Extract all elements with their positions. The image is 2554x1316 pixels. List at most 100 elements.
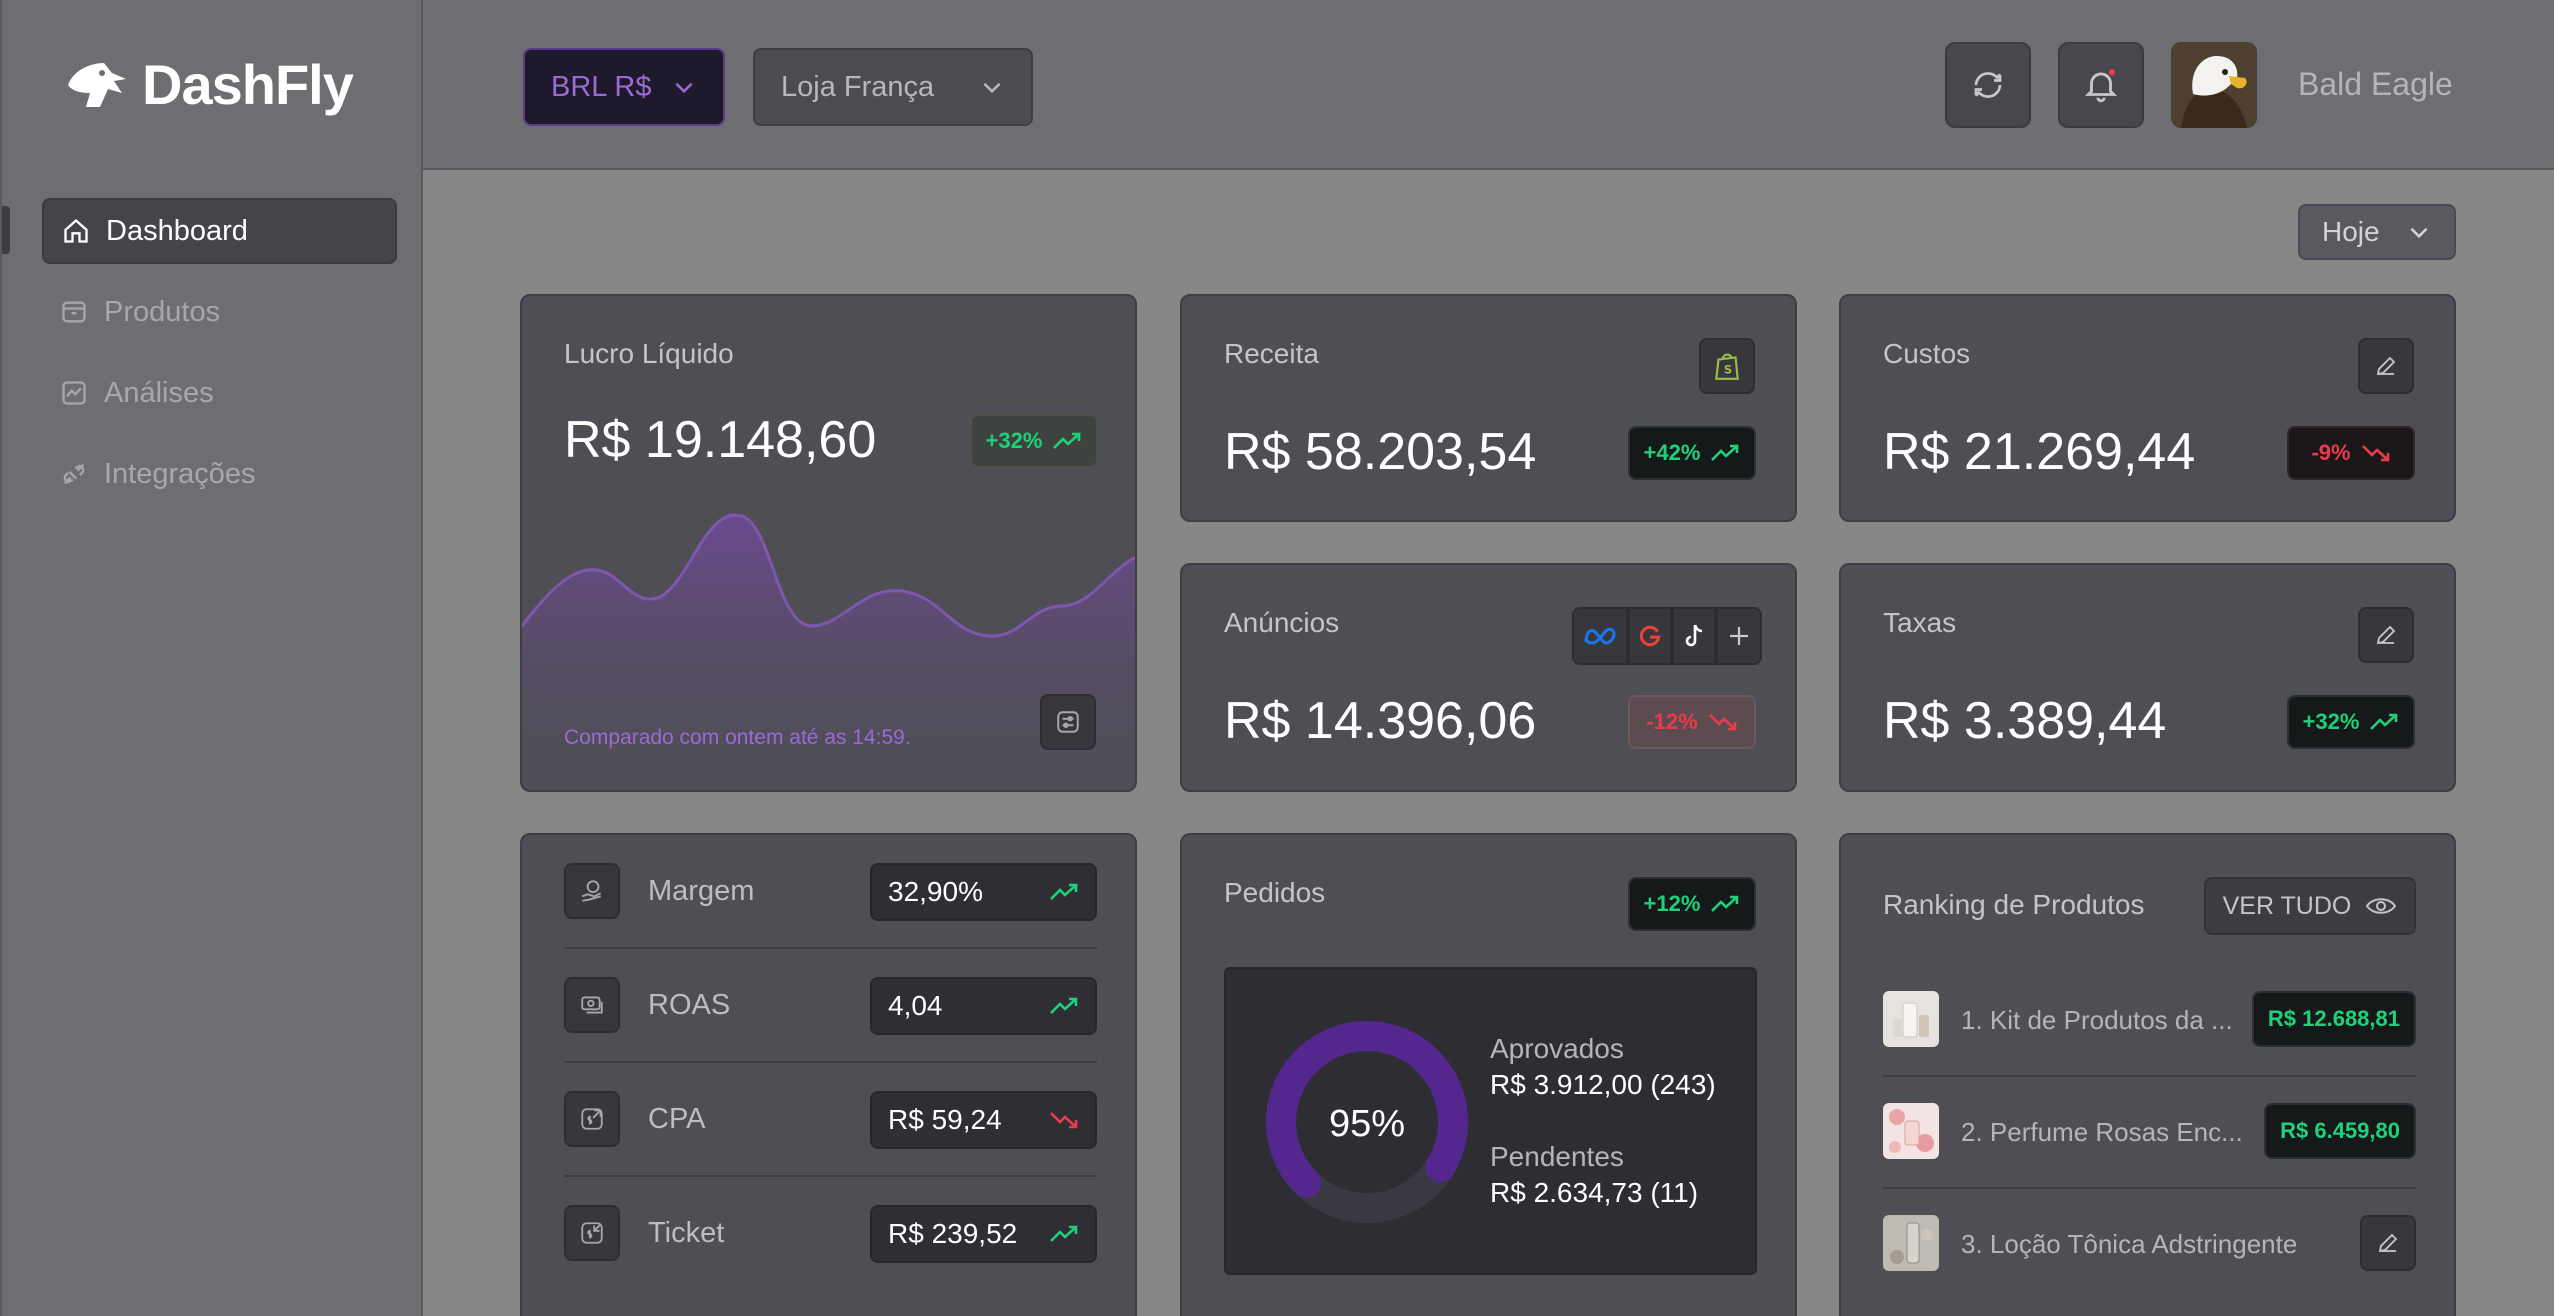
currency-select[interactable]: BRL R$ (523, 48, 725, 126)
period-select-value: Hoje (2322, 216, 2380, 247)
period-select[interactable]: Hoje (2298, 204, 2456, 260)
pending-label: Pendentes (1490, 1141, 1624, 1172)
product-revenue: R$ 6.459,80 (2264, 1103, 2416, 1159)
orders-card: Pedidos +12% 95% Aprovados R$ 3.912,00 (… (1180, 833, 1797, 1316)
sidebar: DashFly Dashboard Produtos Análises Inte… (0, 0, 423, 1316)
trend-up-icon (1050, 1225, 1078, 1242)
svg-text:S: S (1724, 363, 1732, 377)
sidebar-item-integracoes[interactable]: Integrações (42, 441, 397, 507)
card-title: Custos (1883, 338, 1971, 369)
meta-button[interactable] (1572, 607, 1628, 665)
change-badge: +12% (1628, 877, 1756, 931)
trend-down-icon (1050, 1112, 1078, 1129)
edit-costs-button[interactable] (2358, 338, 2414, 394)
pencil-icon (2378, 1233, 2398, 1253)
refresh-icon (1974, 72, 2002, 98)
view-all-button[interactable]: VER TUDO (2204, 877, 2416, 935)
sidebar-item-label: Dashboard (106, 214, 248, 247)
metric-row-cpa: CPA R$ 59,24 (564, 1063, 1097, 1177)
chart-icon (62, 381, 86, 405)
metric-label: Ticket (648, 1217, 725, 1249)
metric-value-box: R$ 59,24 (870, 1091, 1097, 1149)
revenue-value: R$ 58.203,54 (1224, 423, 1537, 481)
shopify-icon: S (1715, 353, 1739, 380)
ranking-row[interactable]: 2. Perfume Rosas Enc... R$ 6.459,80 (1883, 1077, 2416, 1189)
sidebar-item-produtos[interactable]: Produtos (42, 279, 397, 345)
sliders-icon (1057, 711, 1079, 733)
change-badge: +32% (2287, 695, 2415, 749)
product-thumbnail (1883, 1103, 1939, 1159)
ads-value: R$ 14.396,06 (1224, 692, 1537, 750)
metric-row-margem: Margem 32,90% (564, 835, 1097, 949)
approved-label: Aprovados (1490, 1033, 1624, 1064)
fees-value: R$ 3.389,44 (1883, 692, 2167, 750)
card-title: Lucro Líquido (564, 338, 734, 369)
approved-value: R$ 3.912,00 (243) (1490, 1069, 1716, 1100)
net-profit-card: Lucro Líquido R$ 19.148,60 +32% Comparad… (520, 294, 1137, 792)
metric-value: 32,90% (888, 876, 983, 907)
chevron-down-icon (675, 82, 693, 94)
trend-up-icon (1711, 444, 1739, 461)
sidebar-item-label: Análises (104, 376, 214, 409)
ranking-row[interactable]: 1. Kit de Produtos da ... R$ 12.688,81 (1883, 965, 2416, 1077)
ad-platforms (1572, 607, 1762, 665)
tiktok-button[interactable] (1672, 607, 1716, 665)
metric-value: R$ 239,52 (888, 1218, 1018, 1249)
refresh-button[interactable] (1945, 42, 2031, 128)
google-button[interactable] (1628, 607, 1672, 665)
change-badge: +32% (970, 414, 1098, 468)
trend-down-icon (1708, 714, 1736, 731)
metrics-card: Margem 32,90% ROAS 4,04 CPA R$ 59,24 Tic… (520, 833, 1137, 1316)
meta-icon (1584, 627, 1616, 645)
ranking-row[interactable]: 3. Loção Tônica Adstringente (1883, 1189, 2416, 1301)
card-title: Anúncios (1224, 607, 1340, 638)
trend-up-icon (1711, 895, 1739, 912)
change-value: -9% (2311, 440, 2351, 465)
product-ranking-card: Ranking de Produtos VER TUDO 1. Kit de P… (1839, 833, 2456, 1316)
sidebar-item-dashboard[interactable]: Dashboard (42, 198, 397, 264)
pencil-icon (2376, 625, 2396, 645)
chevron-down-icon (983, 82, 1001, 94)
view-all-label: VER TUDO (2222, 891, 2352, 920)
edit-fees-button[interactable] (2358, 607, 2414, 663)
user-name: Bald Eagle (2298, 66, 2453, 102)
product-name: 2. Perfume Rosas Enc... (1961, 1117, 2243, 1147)
add-platform-button[interactable] (1716, 607, 1762, 665)
chart-settings-button[interactable] (1040, 694, 1096, 750)
tiktok-icon (1685, 624, 1703, 647)
plus-icon (1730, 627, 1748, 645)
orders-donut-chart (1266, 1021, 1468, 1223)
trend-up-icon (2370, 713, 2398, 730)
change-value: +32% (2302, 709, 2360, 734)
trend-up-icon (1053, 432, 1081, 449)
costs-value: R$ 21.269,44 (1883, 423, 2196, 481)
eye-icon (2366, 898, 2397, 914)
metric-label: ROAS (648, 989, 731, 1021)
dollar-out-icon (564, 1091, 620, 1147)
edit-product-button[interactable] (2360, 1215, 2416, 1271)
metric-label: Margem (648, 875, 755, 907)
metric-value-box: 32,90% (870, 863, 1097, 921)
avatar[interactable] (2171, 42, 2257, 128)
net-profit-value: R$ 19.148,60 (564, 411, 877, 469)
eagle-logo-icon (68, 62, 126, 107)
shopify-button[interactable]: S (1699, 338, 1755, 394)
bell-icon (2084, 69, 2118, 103)
money-hand-icon (564, 863, 620, 919)
google-icon (1639, 625, 1661, 647)
store-select[interactable]: Loja França (753, 48, 1033, 126)
product-thumbnail (1883, 1215, 1939, 1271)
home-icon (64, 218, 88, 243)
product-thumbnail (1883, 991, 1939, 1047)
fees-card: Taxas R$ 3.389,44 +32% (1839, 563, 2456, 792)
metric-value: R$ 59,24 (888, 1104, 1002, 1135)
store-select-value: Loja França (781, 70, 935, 103)
notifications-button[interactable] (2058, 42, 2144, 128)
dollar-in-icon (564, 1205, 620, 1261)
costs-card: Custos R$ 21.269,44 -9% (1839, 294, 2456, 522)
sidebar-item-analises[interactable]: Análises (42, 360, 397, 426)
metric-row-ticket: Ticket R$ 239,52 (564, 1177, 1097, 1291)
sidebar-item-label: Produtos (104, 295, 221, 328)
metric-value-box: 4,04 (870, 977, 1097, 1035)
currency-select-value: BRL R$ (551, 70, 652, 103)
